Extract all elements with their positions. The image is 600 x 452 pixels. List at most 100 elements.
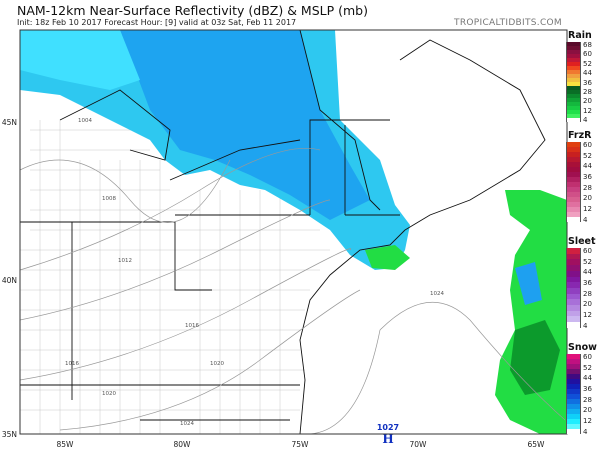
- legend-color-cell: [566, 78, 581, 82]
- legend-color-cell: [566, 157, 581, 162]
- lat-label: 40N: [2, 276, 17, 285]
- legend-color-cell: [566, 66, 581, 70]
- legend-color-cell: [566, 50, 581, 54]
- legend-label: 4: [583, 116, 588, 125]
- legend-label: 36: [583, 173, 592, 181]
- map-title: NAM-12km Near-Surface Reflectivity (dBZ)…: [17, 3, 368, 18]
- legend-label: 44: [583, 374, 592, 383]
- legend-color-cell: [566, 394, 581, 399]
- legend-label: 36: [583, 78, 592, 87]
- legend-color-cell: [566, 424, 581, 429]
- legend-title: FrzR: [568, 130, 592, 141]
- lat-label: 45N: [2, 118, 17, 127]
- legend-color-cell: [566, 253, 581, 260]
- isobar-label: 1024: [180, 421, 194, 427]
- legend-color-cell: [566, 399, 581, 404]
- legend-color-cell: [566, 192, 581, 197]
- legend-colorbar: 60 52 44 36 28 20 12 4: [566, 141, 600, 224]
- legend-color-cell: [566, 86, 581, 90]
- map-frame: [19, 29, 568, 435]
- legend-title: Sleet: [568, 236, 596, 247]
- legend-color-cell: [566, 364, 581, 369]
- legend-color-cell: [566, 110, 581, 114]
- lon-labels: 85W 80W 75W 70W 65W: [57, 440, 546, 449]
- lon-label: 75W: [292, 440, 310, 449]
- legend-color-cell: [566, 287, 581, 294]
- lon-label: 80W: [174, 440, 192, 449]
- legend-color-cell: [566, 369, 581, 374]
- legend-color-cell: [566, 152, 581, 157]
- legend-label: 20: [583, 97, 592, 106]
- map-subtitle: Init: 18z Feb 10 2017 Forecast Hour: [9]…: [17, 18, 297, 27]
- legend-label: 4: [583, 427, 588, 436]
- legend-color-cell: [566, 46, 581, 50]
- legend-color-cell: [566, 248, 581, 254]
- legend-color-cell: [566, 276, 581, 283]
- legend-color-cell: [566, 384, 581, 389]
- legend-color-cell: [566, 62, 581, 66]
- legend-label: 44: [583, 69, 592, 78]
- isobar-label: 1008: [102, 196, 116, 202]
- legend-label: 20: [583, 406, 592, 415]
- legend-color-cell: [566, 305, 581, 311]
- legend-color-cell: [566, 207, 581, 212]
- legend-color-cell: [566, 162, 581, 167]
- legend-label: 28: [583, 183, 592, 192]
- legend-color-cell: [566, 429, 581, 434]
- legend-label: 36: [583, 279, 592, 287]
- legend-color-cell: [566, 265, 581, 271]
- legend-colorbar: 60 52 44 36 28 20 12 4: [566, 353, 600, 436]
- legend-snow: Snow 60 52 44 36 28 20 12 4: [566, 342, 600, 436]
- legend-color-cell: [566, 379, 581, 384]
- legend-color-cell: [566, 102, 581, 106]
- legend-label: 12: [583, 205, 592, 213]
- legend-label: 20: [583, 194, 592, 203]
- legend-color-cell: [566, 98, 581, 102]
- legend-color-cell: [566, 419, 581, 424]
- legend-label: 60: [583, 353, 592, 361]
- lon-label: 65W: [528, 440, 546, 449]
- legend-color-cell: [566, 414, 581, 419]
- legend-color-cell: [566, 177, 581, 182]
- legend-color-cell: [566, 202, 581, 207]
- legend-color-cell: [566, 389, 581, 394]
- legend-color-cell: [566, 293, 581, 300]
- legend-sleet: Sleet 60 52 44 36 28 20 12 4: [566, 236, 600, 330]
- legend-color-cell: [566, 310, 581, 317]
- legend-color-cell: [566, 42, 581, 46]
- legend-colorbar: 68 60 52 44 36 28 20 12 4: [566, 41, 600, 125]
- legend-title: Rain: [568, 30, 592, 41]
- isobar-label: 1016: [185, 323, 199, 329]
- isobar-label: 1020: [102, 391, 116, 397]
- legend-color-cell: [566, 187, 581, 192]
- legend-label: 28: [583, 395, 592, 404]
- legend-color-cell: [566, 259, 581, 266]
- legend-color-cell: [566, 114, 581, 118]
- legend-color-cell: [566, 282, 581, 288]
- legend-color-cell: [566, 409, 581, 414]
- legend-color-cell: [566, 172, 581, 177]
- isobar-labels: 1004 1008 1012 1016 1016 1020 1020 1024 …: [65, 118, 444, 427]
- legend-color-cell: [566, 54, 581, 58]
- legend-label: 52: [583, 363, 592, 372]
- isobars: [19, 147, 566, 435]
- state-borders: [20, 29, 546, 435]
- legend-color-cell: [566, 374, 581, 379]
- precip-rain: [365, 190, 567, 434]
- legend-color-cell: [566, 270, 581, 277]
- legend-label: 12: [583, 311, 592, 319]
- legend-label: 4: [583, 215, 588, 224]
- legend-color-cell: [566, 316, 581, 323]
- legend-frzr: FrzR 60 52 44 36 28 20 12 4: [566, 130, 600, 224]
- legend-color-cell: [566, 212, 581, 217]
- legend-color-cell: [566, 147, 581, 152]
- legend-label: 12: [583, 106, 592, 115]
- legend-label: 28: [583, 88, 592, 97]
- legend-label: 60: [583, 141, 592, 149]
- legend-label: 28: [583, 289, 592, 298]
- legend-label: 52: [583, 59, 592, 68]
- isobar-label: 1024: [430, 291, 444, 297]
- lon-label: 85W: [57, 440, 75, 449]
- legend-color-cell: [566, 322, 581, 328]
- legend-label: 60: [583, 50, 592, 59]
